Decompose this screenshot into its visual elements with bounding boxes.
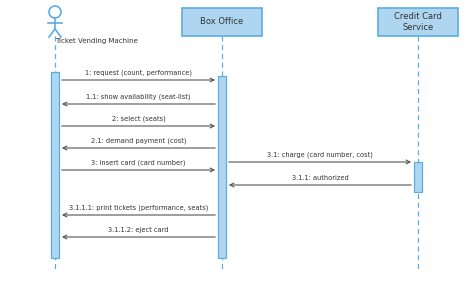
Text: 3: insert card (card number): 3: insert card (card number) [91, 160, 186, 166]
Text: 3.1.1.2: eject card: 3.1.1.2: eject card [108, 227, 169, 233]
Bar [218, 76, 226, 258]
Bar [182, 8, 262, 36]
Text: 1: request (count, performance): 1: request (count, performance) [85, 70, 192, 76]
Bar [378, 8, 458, 36]
Text: 2.1: demand payment (cost): 2.1: demand payment (cost) [91, 138, 186, 144]
Bar [414, 162, 422, 192]
Text: Credit Card
Service: Credit Card Service [394, 12, 442, 32]
Text: Ticket Vending Machine: Ticket Vending Machine [55, 38, 138, 44]
Text: Box Office: Box Office [201, 18, 244, 27]
Text: 2: select (seats): 2: select (seats) [111, 115, 165, 122]
Text: 3.1.1.1: print tickets (performance, seats): 3.1.1.1: print tickets (performance, sea… [69, 205, 208, 211]
Text: 1.1: show availability (seat-list): 1.1: show availability (seat-list) [86, 93, 191, 100]
Text: 3.1.1: authorized: 3.1.1: authorized [292, 175, 348, 181]
Bar [51, 72, 59, 258]
Text: 3.1: charge (card number, cost): 3.1: charge (card number, cost) [267, 151, 373, 158]
